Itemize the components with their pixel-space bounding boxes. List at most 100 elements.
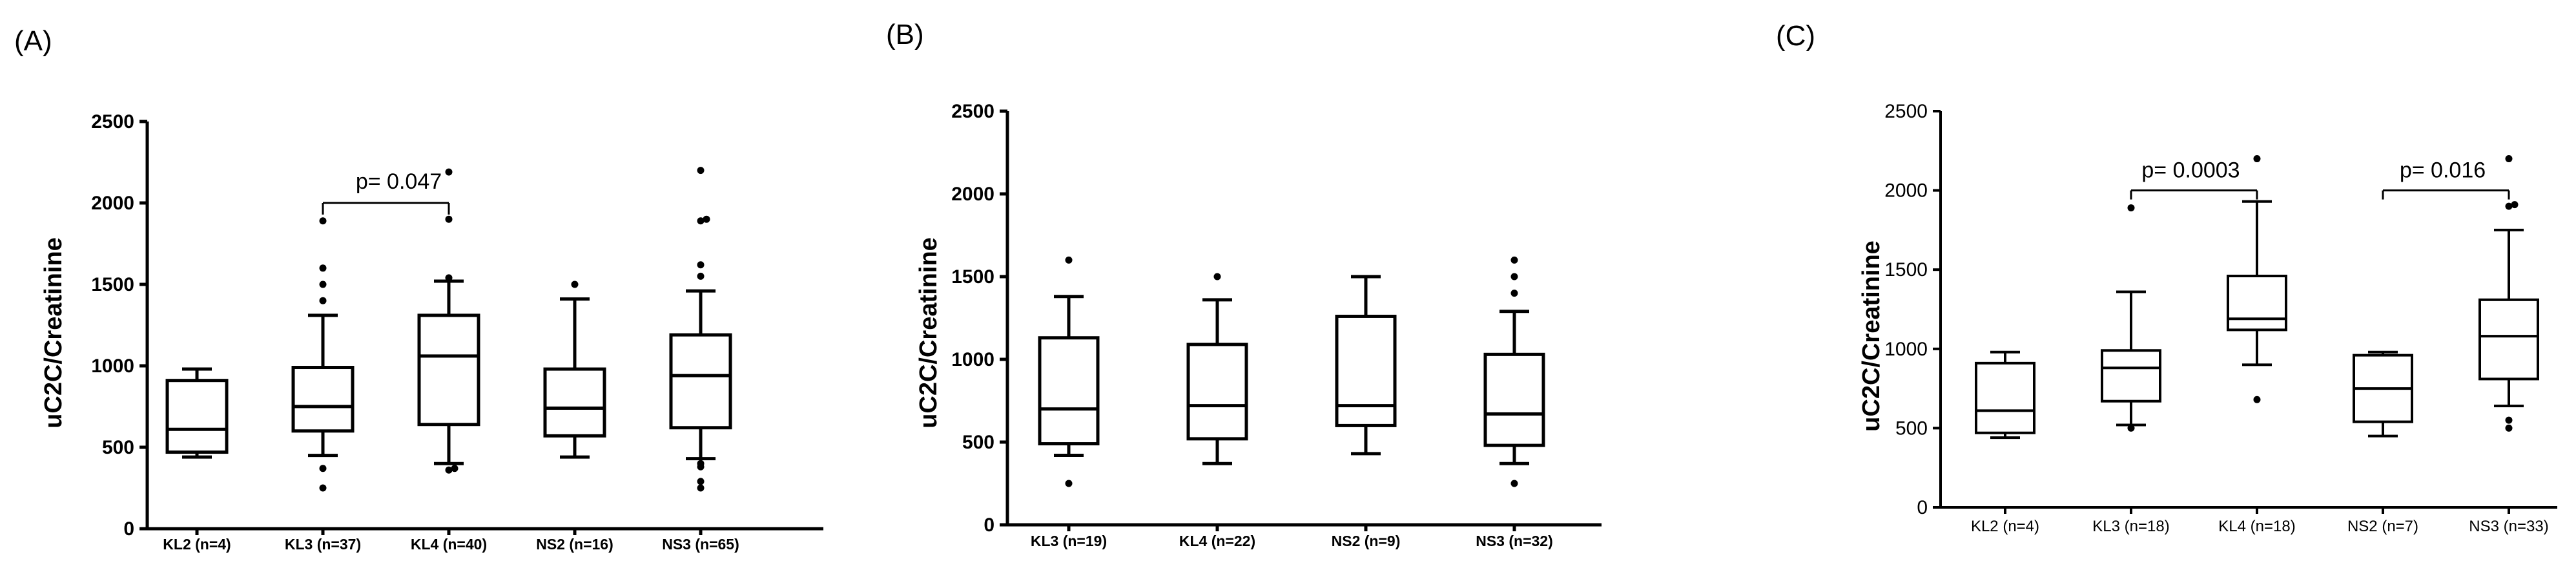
outlier-point — [1510, 273, 1518, 281]
outlier-point — [445, 274, 453, 282]
outlier-point — [571, 281, 579, 288]
x-tick-label: NS2 (n=9) — [1332, 533, 1401, 549]
box-kl4 — [1186, 273, 1248, 465]
box-iqr — [1975, 361, 2035, 434]
x-tick-label: KL2 (n=4) — [163, 536, 231, 553]
box-ns2 — [2353, 350, 2413, 438]
x-tick-label: KL3 (n=18) — [2092, 518, 2169, 535]
x-tick-label: NS3 (n=33) — [2469, 518, 2548, 535]
box-ns3 — [2478, 155, 2539, 432]
outlier-point — [2253, 396, 2261, 403]
y-tick-label: 500 — [102, 437, 134, 458]
y-tick-label: 2000 — [91, 193, 134, 214]
box-iqr — [669, 333, 732, 430]
y-tick-label: 0 — [984, 514, 994, 536]
chart-panel-c: (C) uC2C/Creatinine 0 500 1000 1500 2000 2500 KL… — [1776, 20, 2557, 535]
box-kl4 — [2227, 155, 2287, 403]
y-tick-label: 1500 — [91, 274, 134, 295]
y-tick-label: 1000 — [951, 349, 994, 370]
p-value-label: p= 0.0003 — [2141, 158, 2240, 183]
y-tick-label: 1500 — [1884, 259, 1928, 281]
box-iqr — [291, 366, 355, 433]
y-tick-label: 1000 — [91, 355, 134, 377]
box-kl2 — [1975, 350, 2035, 440]
y-tick-label: 1000 — [1884, 339, 1928, 360]
x-tick-label: KL4 (n=18) — [2218, 518, 2295, 535]
outlier-point — [697, 217, 705, 225]
panel-label: (A) — [14, 25, 52, 57]
outlier-point — [1213, 273, 1221, 281]
x-tick-label: NS3 (n=32) — [1476, 533, 1553, 549]
box-kl4 — [417, 168, 480, 474]
outlier-point — [319, 465, 327, 472]
y-axis-label: uC2C/Creatinine — [915, 237, 942, 429]
box-iqr — [165, 379, 229, 454]
x-tick-label: NS2 (n=16) — [536, 536, 613, 553]
y-tick-label: 2500 — [1884, 101, 1928, 122]
y-axis-label: uC2C/Creatinine — [40, 237, 67, 429]
chart-panel-a: (A) uC2C/Creatinine 0 500 1000 1500 2000 2500 KL… — [14, 25, 823, 553]
outlier-point — [1065, 480, 1073, 487]
box-iqr — [1483, 352, 1545, 447]
outlier-point — [2127, 424, 2135, 432]
y-tick-label: 500 — [1895, 418, 1928, 439]
outlier-point — [703, 215, 710, 223]
outlier-point — [2505, 416, 2513, 424]
box-iqr — [2478, 298, 2539, 381]
outlier-point — [697, 272, 705, 280]
box-iqr — [417, 313, 480, 427]
panel-label: (C) — [1776, 20, 1815, 52]
box-iqr — [1038, 336, 1100, 446]
y-tick-label: 2000 — [951, 184, 994, 205]
y-tick-label: 0 — [123, 518, 134, 540]
p-value-label: p= 0.047 — [356, 169, 442, 194]
box-kl3 — [291, 217, 355, 492]
outlier-point — [445, 466, 453, 474]
x-tick-label: KL3 (n=37) — [285, 536, 361, 553]
y-tick-label: 2500 — [91, 111, 134, 132]
y-tick-label: 2500 — [951, 101, 994, 122]
outlier-point — [2505, 202, 2513, 210]
outlier-point — [2505, 155, 2513, 163]
outlier-point — [319, 217, 327, 225]
box-iqr — [2227, 275, 2287, 332]
x-tick-label: KL4 (n=22) — [1179, 533, 1255, 549]
outlier-point — [319, 281, 327, 288]
outlier-point — [2511, 201, 2519, 209]
significance-annotation: p= 0.0003 — [2130, 158, 2258, 200]
outlier-point — [451, 465, 459, 472]
box-iqr — [543, 367, 606, 438]
outlier-point — [319, 264, 327, 272]
y-tick-label: 2000 — [1884, 180, 1928, 202]
outlier-point — [697, 167, 705, 175]
box-ns3 — [1483, 256, 1545, 487]
outlier-point — [697, 460, 705, 467]
outlier-point — [2253, 155, 2261, 163]
outlier-point — [2505, 424, 2513, 432]
outlier-point — [2127, 204, 2135, 212]
outlier-point — [697, 484, 705, 492]
significance-annotation: p= 0.047 — [322, 169, 450, 215]
outlier-point — [319, 484, 327, 492]
panel-label: (B) — [886, 19, 924, 50]
box-ns2 — [1335, 275, 1397, 456]
significance-annotation: p= 0.016 — [2382, 158, 2510, 200]
outlier-point — [697, 478, 705, 485]
outlier-point — [445, 168, 453, 176]
outlier-point — [1510, 480, 1518, 487]
x-tick-label: NS2 (n=7) — [2347, 518, 2418, 535]
y-tick-label: 1500 — [951, 266, 994, 288]
y-tick-label: 500 — [962, 432, 994, 453]
box-iqr — [1186, 343, 1248, 441]
y-tick-label: 0 — [1917, 497, 1928, 518]
outlier-point — [697, 261, 705, 269]
x-tick-label: KL4 (n=40) — [411, 536, 487, 553]
chart-panel-b: (B) uC2C/Creatinine 0 500 1000 1500 2000 2500 KL… — [886, 19, 1602, 549]
outlier-point — [1510, 256, 1518, 264]
x-tick-label: NS3 (n=65) — [662, 536, 739, 553]
x-tick-label: KL2 (n=4) — [1971, 518, 2039, 535]
y-axis-label: uC2C/Creatinine — [1858, 240, 1885, 432]
box-iqr — [2101, 349, 2161, 403]
box-iqr — [1335, 314, 1397, 427]
